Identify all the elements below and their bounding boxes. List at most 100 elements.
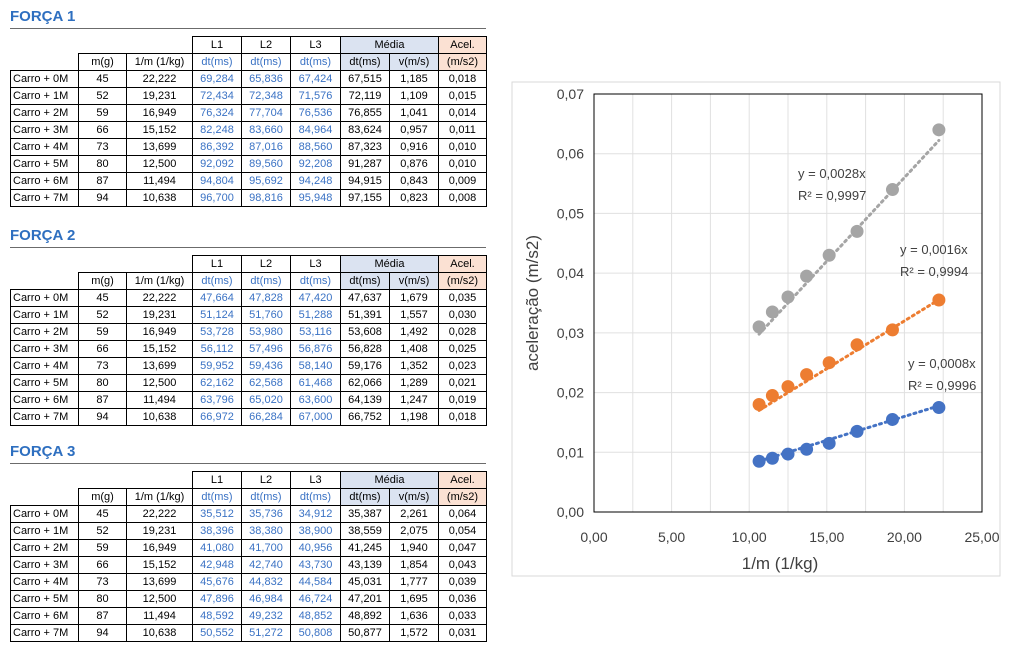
table-cell: 1,247 [389,391,439,409]
section-title: FORÇA 3 [10,443,486,464]
group-header-cell: Média [340,255,439,273]
table-cell: 51,288 [290,306,341,324]
table-cell: 0,876 [389,155,439,173]
table-cell: 1,854 [389,556,439,574]
table-cell: 1,408 [389,340,439,358]
table-cell: 76,536 [290,104,341,122]
table-row: Carro + 7M 94 10,638 96,700 98,816 95,948 97,1… [10,189,487,207]
table-cell: 34,912 [290,505,341,523]
table-cell: 35,512 [192,505,242,523]
table-row: Carro + 6M 87 11,494 63,796 65,020 63,600 64,1… [10,391,487,409]
data-point [752,398,766,412]
table-cell: 95,692 [241,172,291,190]
table-cell: 47,664 [192,289,242,307]
table-cell: 11,494 [126,172,193,190]
group-header-cell: L2 [241,471,291,489]
table-cell: Carro + 2M [10,104,79,122]
table-row: Carro + 5M 80 12,500 47,896 46,984 46,724 47,2… [10,590,487,608]
table-cell: 0,014 [438,104,487,122]
column-header-cell: dt(ms) [241,53,291,71]
table-cell: 10,638 [126,189,193,207]
table-cell: 1,352 [389,357,439,375]
table-cell: Carro + 6M [10,607,79,625]
table-cell: 51,124 [192,306,242,324]
table-cell: 87 [78,172,127,190]
table-cell: 45 [78,289,127,307]
y-tick-label: 0,01 [557,444,584,460]
table-cell: 53,116 [290,323,341,341]
data-point [885,183,899,197]
table-cell: 0,008 [438,189,487,207]
table-cell: 64,139 [340,391,390,409]
table-cell: 19,231 [126,87,193,105]
table-row: Carro + 4M 73 13,699 45,676 44,832 44,584 45,0… [10,573,487,591]
column-header-cell: (m/s2) [438,488,487,506]
data-point [932,401,946,414]
table-cell: 67,424 [290,70,341,88]
column-header-cell: v(m/s) [389,272,439,290]
table-cell: 12,500 [126,374,193,392]
table-cell: 41,700 [241,539,291,557]
y-tick-label: 0,03 [557,325,584,341]
table-row: Carro + 2M 59 16,949 41,080 41,700 40,956 41,2… [10,539,487,557]
table-cell: 63,600 [290,391,341,409]
column-header-cell: 1/m (1/kg) [126,53,193,71]
table-cell: 0,025 [438,340,487,358]
table-cell: 73 [78,573,127,591]
table-cell: 87,016 [241,138,291,156]
x-tick-label: 20,00 [887,529,922,545]
table-cell: 47,201 [340,590,390,608]
table-cell: 66,972 [192,408,242,426]
group-header-cell: L2 [241,255,291,273]
table-cell: 59,952 [192,357,242,375]
table-cell: 59,176 [340,357,390,375]
table-cell: 65,836 [241,70,291,88]
table-cell: 46,724 [290,590,341,608]
table-cell: 38,559 [340,522,390,540]
table-row: Carro + 0M 45 22,222 47,664 47,828 47,420 47,6… [10,289,487,307]
data-point [850,338,864,352]
table-cell: 0,035 [438,289,487,307]
table-cell: 19,231 [126,522,193,540]
group-header-cell: Acel. [438,471,487,489]
table-cell: Carro + 4M [10,573,79,591]
blank-cell [79,37,127,54]
table-cell: Carro + 4M [10,357,79,375]
table-cell: 43,730 [290,556,341,574]
table-cell: 47,896 [192,590,242,608]
column-header-cell: dt(ms) [192,53,242,71]
table-cell: 41,080 [192,539,242,557]
blank-cell [11,37,79,54]
table-cell: 58,140 [290,357,341,375]
table-cell: Carro + 7M [10,624,79,642]
group-header-cell: L2 [241,36,291,54]
table-cell: Carro + 5M [10,155,79,173]
y-tick-label: 0,06 [557,146,584,162]
table-cell: 40,956 [290,539,341,557]
table-cell: 13,699 [126,357,193,375]
table-cell: 1,185 [389,70,439,88]
table-cell: 1,777 [389,573,439,591]
table-cell: 0,009 [438,172,487,190]
column-header-cell: dt(ms) [340,53,390,71]
column-header-cell: 1/m (1/kg) [126,488,193,506]
table-row: Carro + 6M 87 11,494 48,592 49,232 48,852 48,8… [10,607,487,625]
data-point [850,224,864,238]
table-cell: 94,248 [290,172,341,190]
column-header-cell: (m/s2) [438,53,487,71]
data-point [822,248,836,262]
column-header-cell: dt(ms) [241,488,291,506]
table-row: Carro + 0M 45 22,222 69,284 65,836 67,424 67,5… [10,70,487,88]
table-cell: 59 [78,104,127,122]
table-cell: 89,560 [241,155,291,173]
blank-cell [127,37,193,54]
table-cell: 0,028 [438,323,487,341]
table-cell: 38,396 [192,522,242,540]
table-row: Carro + 7M 94 10,638 66,972 66,284 67,000 66,7… [10,408,487,426]
table-cell: 67,000 [290,408,341,426]
table-cell: Carro + 7M [10,189,79,207]
header-row: L1 L2 L3 Média Acel. [11,255,487,273]
subheader-row: m(g) 1/m (1/kg) dt(ms) dt(ms) dt(ms) dt(ms) v(… [11,272,487,290]
data-point [822,356,836,370]
blank-cell [11,54,79,71]
